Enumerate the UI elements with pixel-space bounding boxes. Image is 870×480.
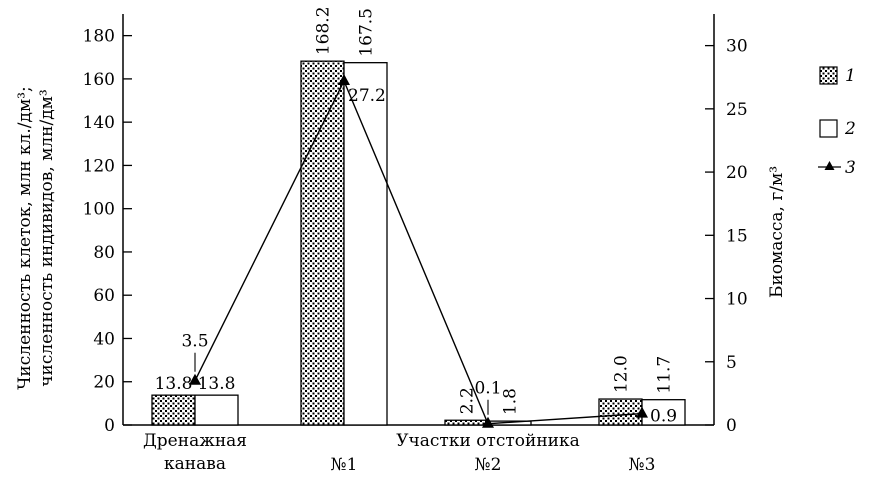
left-tick-label: 80 xyxy=(93,243,115,263)
right-y-ticks: 0 5 10 15 20 25 30 xyxy=(705,37,748,436)
left-tick-label: 140 xyxy=(83,113,115,133)
right-axis-label: Биомасса, г/м³ xyxy=(767,166,787,298)
data-labels: 13.8 13.8 168.2 167.5 2.2 1.8 12.0 11.7 3.5 27.2 0… xyxy=(155,6,677,426)
category-label: №2 xyxy=(475,455,502,475)
category-label: Дренажная xyxy=(143,431,247,451)
left-tick-label: 60 xyxy=(93,286,115,306)
line-value-label: 0.9 xyxy=(650,407,677,427)
line-series xyxy=(189,74,648,428)
bar-series-2 xyxy=(194,394,239,426)
bar-value-label: 168.2 xyxy=(314,6,334,55)
right-tick-label: 15 xyxy=(726,226,748,246)
triangle-marker xyxy=(189,373,201,385)
line-value-label: 3.5 xyxy=(181,332,208,352)
right-tick-label: 10 xyxy=(726,290,748,310)
bar-series xyxy=(151,60,686,426)
left-tick-label: 40 xyxy=(93,329,115,349)
legend-item-2: 2 xyxy=(819,119,856,139)
triangle-marker xyxy=(338,74,350,86)
bar-value-label: 12.0 xyxy=(612,355,632,393)
legend-label-1: 1 xyxy=(845,66,856,86)
legend-item-3: 3 xyxy=(818,158,856,178)
bar-value-label: 2.2 xyxy=(458,387,478,414)
right-tick-label: 0 xyxy=(726,416,737,436)
bar-value-label: 13.8 xyxy=(155,374,193,394)
category-group-label: Участки отстойника xyxy=(396,431,580,451)
bar-series-1 xyxy=(444,419,489,426)
left-tick-label: 0 xyxy=(104,416,115,436)
right-tick-label: 30 xyxy=(726,37,748,57)
category-label: №1 xyxy=(331,455,358,475)
left-tick-label: 100 xyxy=(83,200,115,220)
bar-series-2 xyxy=(343,62,388,426)
legend-label-2: 2 xyxy=(844,119,856,139)
left-tick-label: 180 xyxy=(83,27,115,47)
left-axis-label: Численность клеток, млн кл./дм³; численн… xyxy=(15,86,57,389)
category-label: канава xyxy=(164,454,226,474)
left-tick-label: 160 xyxy=(83,70,115,90)
category-labels: Дренажная канава №1 №2 №3 xyxy=(143,431,655,475)
bar-value-label: 1.8 xyxy=(501,388,521,415)
bar-value-label: 13.8 xyxy=(198,374,236,394)
legend-swatch-open xyxy=(819,119,838,138)
legend: 1 2 3 xyxy=(818,66,856,178)
legend-item-1: 1 xyxy=(819,66,856,86)
line-value-label: 0.1 xyxy=(474,379,501,399)
legend-triangle-marker xyxy=(824,161,835,170)
left-tick-label: 20 xyxy=(93,373,115,393)
right-tick-label: 5 xyxy=(726,353,737,373)
bar-series-1 xyxy=(598,398,643,426)
legend-swatch-dotted xyxy=(819,66,838,85)
line-value-label: 27.2 xyxy=(348,86,386,106)
bar-value-label: 11.7 xyxy=(655,356,675,394)
right-tick-label: 25 xyxy=(726,100,748,120)
left-y-ticks: 0 20 40 60 80 100 120 140 160 180 xyxy=(83,27,132,436)
line-series-3-path xyxy=(194,79,643,425)
left-tick-label: 120 xyxy=(83,156,115,176)
bar-value-label: 167.5 xyxy=(357,8,377,57)
bar-series-1 xyxy=(300,60,345,426)
triangle-marker xyxy=(636,406,648,418)
triangle-marker xyxy=(482,416,494,428)
legend-label-3: 3 xyxy=(845,158,856,178)
right-tick-label: 20 xyxy=(726,163,748,183)
bar-series-1 xyxy=(151,394,196,426)
category-label: №3 xyxy=(629,455,656,475)
left-axis-label-line-2: численность индивидов, млн/дм³ xyxy=(37,89,57,386)
left-axis-label-line-1: Численность клеток, млн кл./дм³; xyxy=(15,86,35,389)
